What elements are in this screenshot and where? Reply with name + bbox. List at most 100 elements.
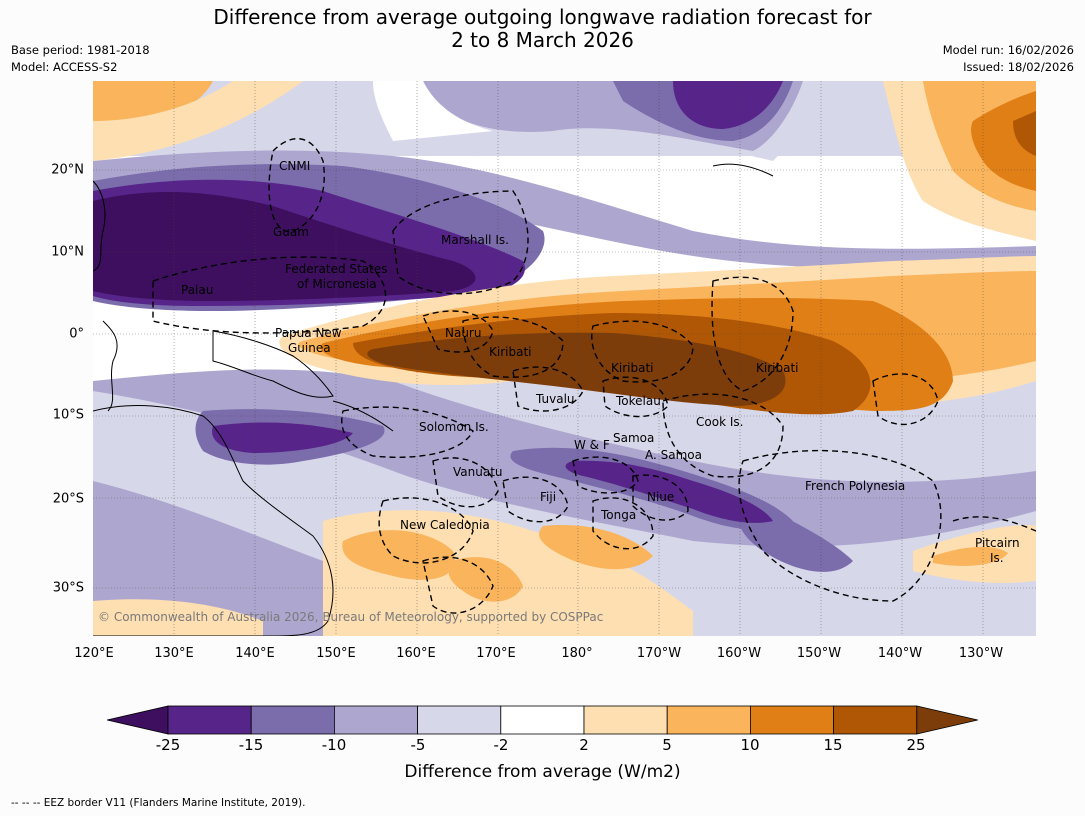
title-line-2: 2 to 8 March 2026: [451, 28, 634, 52]
new-guinea-coast: [212, 330, 334, 398]
lon-tick: 160°W: [716, 646, 762, 661]
eez-tokelau: [602, 376, 669, 418]
label-png-2: Guinea: [288, 341, 331, 355]
philippines-coast: [93, 180, 106, 272]
colorbar-extend-low: [107, 705, 169, 735]
lon-tick: 140°W: [877, 646, 923, 661]
label-png-1: Papua New: [275, 326, 342, 340]
colorbar-label: -5: [410, 736, 426, 754]
eez-tuvalu: [512, 366, 584, 412]
lat-tick: 30°S: [52, 580, 84, 596]
eez-nauru: [422, 310, 494, 353]
label-wf: W & F: [574, 438, 610, 452]
eez-cook: [662, 393, 784, 478]
colorbar-segment: [167, 705, 252, 735]
eez-solomon: [341, 406, 474, 458]
label-tonga: Tonga: [600, 508, 636, 522]
lon-tick: 140°E: [235, 646, 275, 661]
colorbar-label: 15: [823, 736, 843, 754]
hawaii-coast: [712, 163, 774, 177]
eez-wf: [572, 456, 639, 494]
lon-tick: 170°E: [476, 646, 516, 661]
eez-kiribati-e: [711, 276, 794, 392]
colorbar-label: 5: [662, 736, 672, 754]
eez-fsm: [152, 256, 387, 334]
lat-tick: 20°N: [51, 162, 84, 178]
eez-vanuatu: [432, 457, 499, 508]
label-fsm-1: Federated States: [285, 262, 387, 276]
meta-left: Base period: 1981-2018 Model: ACCESS-S2: [11, 42, 150, 76]
lat-tick: 10°S: [52, 407, 84, 423]
colorbar-segment: [250, 705, 335, 735]
colorbar-segment: [833, 705, 918, 735]
meta-right: Model run: 16/02/2026 Issued: 18/02/2026: [943, 42, 1074, 76]
colorbar-segment: [666, 705, 751, 735]
label-palau: Palau: [181, 283, 213, 297]
eez-tonga: [592, 497, 654, 550]
colorbar-segment: [583, 705, 668, 735]
lon-tick: 130°E: [154, 646, 194, 661]
eez-kiribati-w: [462, 316, 564, 378]
eez-marshall: [392, 190, 529, 295]
label-kiribati-e: Kiribati: [756, 361, 798, 375]
lat-tick: 20°S: [52, 491, 84, 507]
label-kiribati-w: Kiribati: [489, 345, 531, 359]
place-labels: CNMI Guam Marshall Is. Federated States …: [98, 159, 1020, 624]
colorbar-segment: [333, 705, 418, 735]
eez-legend: -- -- -- EEZ border V11 (Flanders Marine…: [11, 797, 306, 809]
label-solomon: Solomon Is.: [419, 420, 489, 434]
label-asamoa: A. Samoa: [645, 448, 702, 462]
colorbar-label: 25: [906, 736, 926, 754]
colorbar-segment: [417, 705, 502, 735]
label-pitcairn-2: Is.: [990, 551, 1004, 565]
label-nauru: Nauru: [445, 326, 481, 340]
label-cook: Cook Is.: [696, 415, 743, 429]
lon-tick: 150°E: [316, 646, 356, 661]
eez-pitcairn: [952, 516, 1036, 532]
lon-tick: 130°W: [958, 646, 1004, 661]
australia-coast: [93, 405, 334, 636]
label-tuvalu: Tuvalu: [535, 392, 575, 406]
label-fiji: Fiji: [540, 490, 556, 504]
eez-kiribati-c: [591, 320, 694, 383]
eez-new-caledonia: [378, 497, 474, 564]
label-vanuatu: Vanuatu: [453, 465, 503, 479]
title-line-1: Difference from average outgoing longwav…: [213, 5, 872, 29]
lat-tick: 0°: [69, 326, 84, 342]
olr-anomaly-map: CNMI Guam Marshall Is. Federated States …: [93, 81, 1036, 636]
label-french-polynesia: French Polynesia: [805, 479, 905, 493]
lon-tick: 120°E: [74, 646, 114, 661]
eez-niue: [632, 474, 689, 521]
label-guam: Guam: [273, 225, 309, 239]
model-name: Model: ACCESS-S2: [11, 60, 118, 74]
issued-date: Issued: 18/02/2026: [963, 60, 1074, 74]
colorbar: [107, 705, 978, 735]
lon-tick: 160°E: [396, 646, 436, 661]
colorbar-label: 10: [740, 736, 760, 754]
copyright-notice: © Commonwealth of Australia 2026, Bureau…: [98, 610, 603, 624]
label-pitcairn-1: Pitcairn: [975, 536, 1020, 550]
colorbar-label: -2: [493, 736, 509, 754]
colorbar-label: -15: [238, 736, 264, 754]
label-samoa: Samoa: [613, 431, 654, 445]
label-new-caledonia: New Caledonia: [400, 518, 490, 532]
colorbar-label: -10: [321, 736, 347, 754]
colorbar-segment: [750, 705, 835, 735]
colorbar-label: -25: [155, 736, 181, 754]
label-kiribati-c: Kiribati: [611, 361, 653, 375]
label-marshall: Marshall Is.: [441, 233, 509, 247]
eez-cnmi: [268, 138, 325, 233]
lat-tick: 10°N: [51, 244, 84, 260]
label-tokelau: Tokelau: [615, 394, 661, 408]
label-niue: Niue: [647, 490, 674, 504]
colorbar-label: 2: [579, 736, 589, 754]
colorbar-segment: [500, 705, 585, 735]
eez-french-polynesia: [738, 449, 942, 602]
label-fsm-2: of Micronesia: [297, 277, 377, 291]
lon-tick: 180°: [561, 646, 593, 661]
model-run: Model run: 16/02/2026: [942, 43, 1074, 57]
colorbar-extend-high: [916, 705, 978, 735]
chart-title: Difference from average outgoing longwav…: [0, 6, 1085, 52]
base-period: Base period: 1981-2018: [11, 43, 150, 57]
lon-tick: 150°W: [796, 646, 842, 661]
